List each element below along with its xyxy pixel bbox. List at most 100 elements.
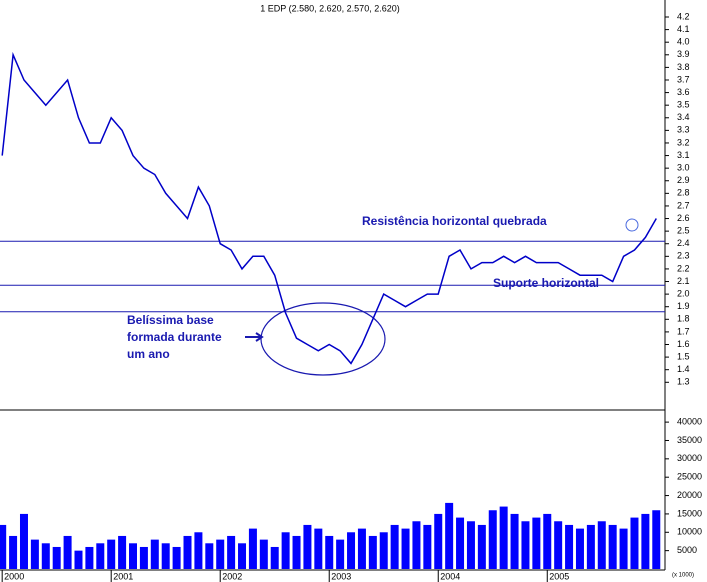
x-tick-label: 2001 <box>113 571 133 581</box>
volume-bar <box>281 532 290 569</box>
volume-bar <box>434 513 443 569</box>
y-tick-label: 3.0 <box>677 163 690 173</box>
volume-bar <box>259 539 268 569</box>
x-tick-label: 2004 <box>440 571 460 581</box>
volume-bar <box>423 524 432 569</box>
y-tick-label: 3.6 <box>677 87 690 97</box>
y-tick-label: 2.4 <box>677 238 690 248</box>
y-tick-label: 15000 <box>677 508 702 518</box>
y-tick-label: 35000 <box>677 435 702 445</box>
volume-bar <box>63 535 72 569</box>
volume-bar <box>532 517 541 569</box>
y-tick-label: 2.6 <box>677 213 690 223</box>
y-tick-label: 3.5 <box>677 100 690 110</box>
volume-bar <box>456 517 465 569</box>
y-tick-label: 2.1 <box>677 276 690 286</box>
y-tick-label: 4.1 <box>677 24 690 34</box>
y-tick-label: 10000 <box>677 527 702 537</box>
y-tick-label: 2.9 <box>677 175 690 185</box>
y-tick-label: 2.0 <box>677 288 690 298</box>
volume-bar <box>641 513 650 569</box>
volume-bar <box>368 535 377 569</box>
volume-bar <box>521 521 530 569</box>
volume-bar <box>466 521 475 569</box>
volume-bar <box>412 521 421 569</box>
y-tick-label: 5000 <box>677 545 697 555</box>
volume-bar <box>139 546 148 569</box>
volume-bar <box>357 528 366 569</box>
volume-bar <box>336 539 345 569</box>
volume-bar <box>347 532 356 569</box>
y-tick-label: 3.8 <box>677 62 690 72</box>
y-tick-label: 1.8 <box>677 314 690 324</box>
volume-bar <box>575 528 584 569</box>
y-tick-label: 3.9 <box>677 49 690 59</box>
arrow <box>245 332 264 342</box>
volume-bar <box>510 513 519 569</box>
y-tick-label: 3.2 <box>677 137 690 147</box>
volume-bar <box>630 517 639 569</box>
volume-bar <box>129 543 137 569</box>
y-tick-label: 3.1 <box>677 150 690 160</box>
volume-bar <box>270 546 279 569</box>
volume-bar <box>303 524 312 569</box>
y-tick-label: 20000 <box>677 490 702 500</box>
volume-bar <box>205 543 214 569</box>
volume-bar <box>52 546 61 569</box>
annotation: formada durante <box>127 330 222 344</box>
y-tick-label: 1.9 <box>677 301 690 311</box>
volume-bar <box>565 524 574 569</box>
annotation: Suporte horizontal <box>493 276 599 290</box>
volume-bar <box>238 543 247 569</box>
x-tick-label: 2005 <box>549 571 569 581</box>
y-tick-label: 3.3 <box>677 125 690 135</box>
volume-bar <box>401 528 410 569</box>
volume-bar <box>172 546 181 569</box>
volume-bar <box>488 510 497 569</box>
volume-bar <box>0 524 7 569</box>
volume-bar <box>30 539 39 569</box>
volume-bar <box>608 524 617 569</box>
y-tick-label: 2.7 <box>677 200 690 210</box>
volume-bar <box>183 535 192 569</box>
y-tick-label: 4.2 <box>677 11 690 21</box>
volume-bar <box>19 513 28 569</box>
y-tick-label: 1.4 <box>677 364 690 374</box>
volume-bar <box>9 535 18 569</box>
volume-bar <box>161 543 170 569</box>
y-tick-label: 30000 <box>677 453 702 463</box>
volume-bar <box>248 528 257 569</box>
volume-bar <box>216 539 225 569</box>
volume-bar <box>96 543 105 569</box>
chart-title: 1 EDP (2.580, 2.620, 2.570, 2.620) <box>260 3 399 13</box>
volume-bar <box>445 502 454 569</box>
annotation: Resistência horizontal quebrada <box>362 214 547 228</box>
x-tick-label: 2000 <box>4 571 24 581</box>
smiley-icon <box>625 218 639 232</box>
volume-bar <box>107 539 116 569</box>
y-tick-label: 1.7 <box>677 326 690 336</box>
y-tick-label: 3.4 <box>677 112 690 122</box>
y-tick-label: 25000 <box>677 472 702 482</box>
y-tick-label: 1.5 <box>677 351 690 361</box>
y-tick-label: 2.2 <box>677 263 690 273</box>
volume-bar <box>118 535 127 569</box>
price-line <box>1 51 657 365</box>
volume-bar <box>597 521 606 569</box>
volume-bar <box>41 543 50 569</box>
volume-bar <box>652 510 661 569</box>
y-tick-label: 1.3 <box>677 377 690 387</box>
volume-bar <box>390 524 399 569</box>
volume-bar <box>325 535 334 569</box>
volume-bar <box>74 550 83 569</box>
y-tick-label: 1.6 <box>677 339 690 349</box>
volume-bar <box>619 528 628 569</box>
y-tick-label: 4.0 <box>677 37 690 47</box>
x-tick-label: 2002 <box>222 571 242 581</box>
y-tick-label: 40000 <box>677 416 702 426</box>
y-tick-label: 2.5 <box>677 226 690 236</box>
volume-bar <box>85 546 94 569</box>
volume-bar <box>314 528 323 569</box>
